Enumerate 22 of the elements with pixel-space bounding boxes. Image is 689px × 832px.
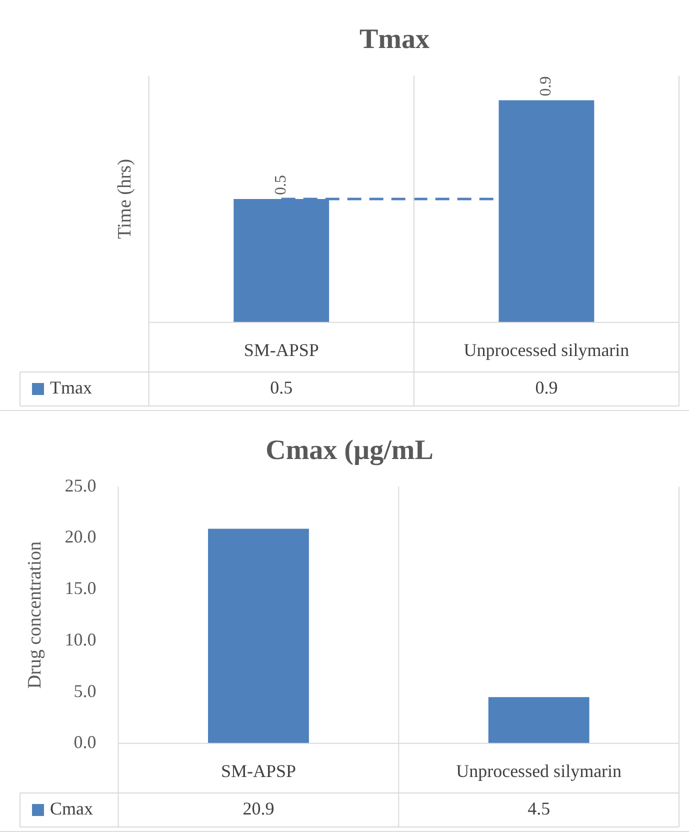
data-label: 4.5: [528, 798, 550, 819]
y-tick-label: 0.0: [74, 732, 96, 752]
y-axis-title: Drug concentration: [24, 540, 46, 689]
legend-label: Tmax: [50, 378, 92, 398]
y-tick-label: 10.0: [64, 629, 96, 650]
x-tick-label: Unprocessed silymarin: [464, 340, 630, 360]
data-label: 20.9: [242, 798, 274, 819]
data-label: 0.5: [270, 378, 293, 398]
data-label: 0.9: [535, 378, 558, 398]
text: 0.5: [272, 175, 290, 195]
x-tick-label: SM-APSP: [244, 340, 319, 360]
y-axis-title: Time (hrs): [114, 158, 136, 240]
legend-label: Cmax: [50, 798, 93, 819]
chart-title: Cmax (µg/mL: [266, 435, 434, 466]
y-tick-label: 25.0: [64, 475, 96, 496]
text: 0.9: [538, 76, 555, 96]
y-tick-label: 20.0: [64, 526, 96, 547]
y-tick-label: 5.0: [74, 680, 96, 701]
y-tick-label: 15.0: [64, 578, 96, 598]
chart-title: Tmax: [360, 24, 430, 56]
x-tick-label: SM-APSP: [220, 760, 296, 781]
x-tick-label: Unprocessed silymarin: [456, 760, 622, 781]
